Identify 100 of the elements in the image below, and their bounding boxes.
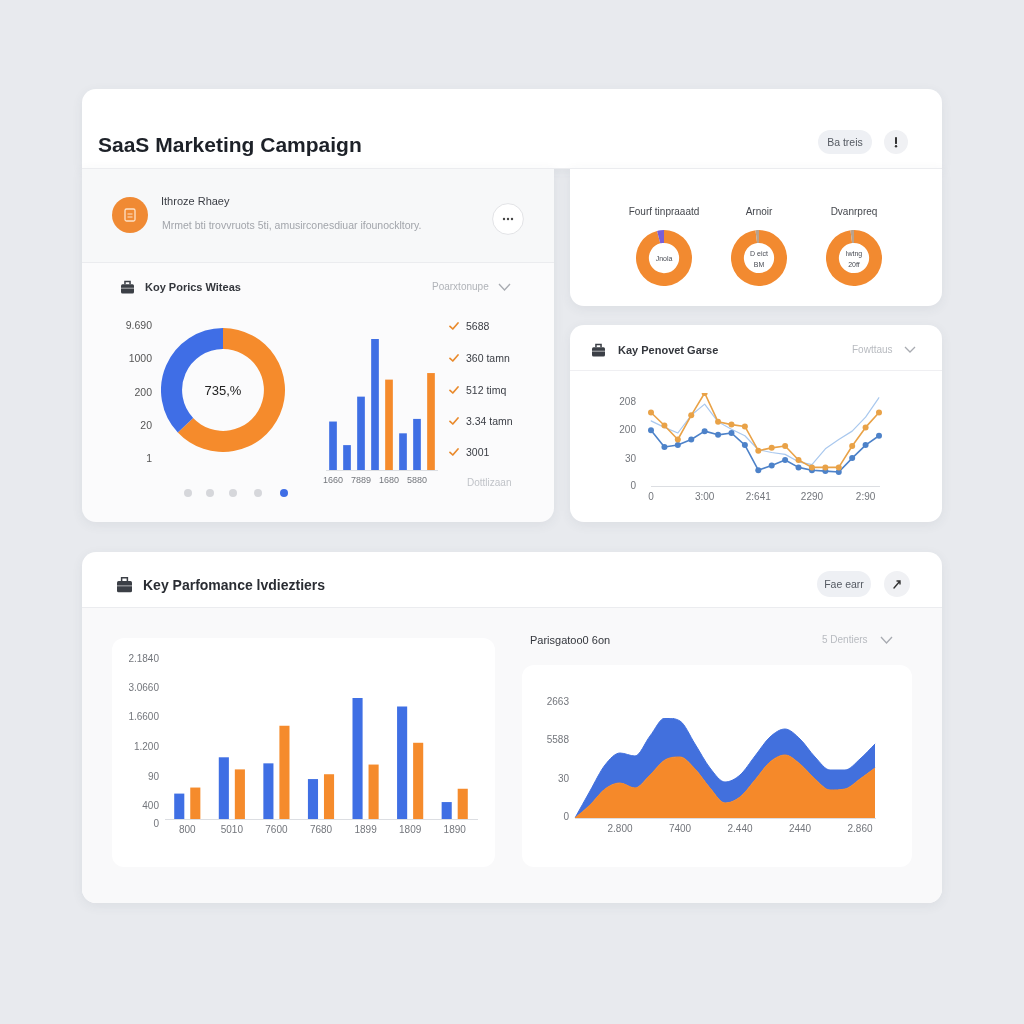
text: 5688	[466, 319, 490, 332]
point	[835, 469, 842, 476]
text: 5 Dentiers	[822, 634, 868, 645]
point	[876, 432, 882, 439]
text: 30	[557, 772, 569, 784]
text: 2.1840	[128, 653, 159, 664]
point	[862, 424, 869, 431]
text: 1000	[128, 351, 152, 364]
point	[755, 467, 762, 474]
point	[674, 436, 681, 443]
bar	[399, 433, 407, 470]
bar	[343, 445, 351, 470]
x-tick-label: 2.800	[607, 822, 633, 834]
text: Fowttaus	[852, 344, 893, 355]
text: 5588	[546, 734, 569, 745]
bar	[441, 802, 452, 819]
point	[822, 464, 829, 471]
text: 208	[619, 396, 636, 407]
text: 20	[140, 418, 152, 431]
text: 30	[624, 452, 636, 464]
text: Poarxtonupe	[432, 281, 489, 292]
point	[835, 464, 842, 471]
point	[795, 456, 802, 463]
x-tick-label: 2440	[788, 822, 812, 834]
bar	[397, 706, 408, 819]
point	[862, 442, 869, 449]
point	[768, 444, 775, 451]
x-tick-label: 1899	[354, 823, 378, 835]
x-tick-label: 0	[648, 490, 655, 502]
text: Mrmet bti trovvruots 5ti, amusirconesdiuar ifounockltory.	[162, 218, 422, 231]
text: 3.0660	[128, 682, 159, 693]
x-tick-label: 2:641	[745, 490, 772, 502]
bar	[457, 788, 468, 819]
x-tick-label: 2:90	[855, 490, 876, 502]
text: 0	[563, 810, 569, 822]
chart-title: Fourf tinpraaatd	[628, 206, 700, 217]
bar	[174, 793, 185, 819]
text: 9.690	[125, 318, 152, 331]
x-tick-label: 800	[178, 823, 197, 835]
text: 1.6600	[128, 711, 159, 722]
x-tick-label: 1890	[443, 823, 467, 835]
text: 400	[142, 800, 159, 811]
chart-title: Arnoir	[745, 206, 773, 217]
point	[701, 428, 708, 435]
point	[715, 418, 722, 425]
chart-title: Kay Penovet Garse	[618, 343, 719, 356]
text: 360 tamn	[466, 351, 510, 364]
point	[728, 429, 735, 436]
text: 735,%	[204, 382, 242, 398]
bar	[323, 774, 335, 819]
point	[849, 443, 856, 450]
text: 512 timq	[466, 383, 507, 396]
x-tick-label: 5880	[406, 474, 428, 485]
x-tick-label: 1680	[378, 474, 400, 485]
point	[741, 423, 748, 430]
point	[661, 422, 668, 429]
x-tick-label: 7600	[265, 823, 288, 835]
text: 2663	[546, 696, 569, 708]
bar	[352, 698, 363, 819]
bar	[368, 764, 379, 819]
bar	[307, 779, 319, 819]
point	[782, 456, 789, 463]
x-tick-label: 7400	[668, 822, 692, 834]
text: 3.34 tamn	[466, 414, 513, 427]
pill-button: Ba treis	[818, 130, 872, 154]
x-tick-label: 2290	[800, 490, 824, 502]
chart-title: Dvanrpreq	[830, 206, 878, 217]
bar	[263, 763, 274, 819]
bar	[218, 757, 229, 819]
point	[849, 455, 856, 462]
bar	[413, 418, 421, 470]
text: Ithroze Rhaey	[161, 194, 230, 207]
point	[768, 462, 775, 469]
text: 1	[146, 451, 152, 464]
x-tick-label: 2.860	[847, 822, 873, 834]
point	[728, 421, 735, 428]
point	[715, 431, 722, 438]
point	[795, 464, 802, 471]
point	[648, 409, 654, 416]
text: 200	[619, 424, 636, 435]
bar	[413, 742, 424, 819]
point	[741, 442, 748, 449]
x-tick-label: 1660	[323, 474, 344, 485]
point	[688, 436, 695, 443]
point	[755, 447, 762, 454]
bar	[190, 787, 201, 819]
text: 3001	[466, 445, 490, 458]
point	[688, 412, 695, 419]
bar	[427, 373, 435, 470]
x-tick-label: 3:00	[694, 490, 715, 502]
point	[782, 443, 789, 450]
chart-title: Koy Porics Witeas	[145, 280, 241, 293]
x-tick-label: 2.440	[727, 822, 753, 834]
x-tick-label: 7680	[309, 823, 333, 835]
bar	[385, 379, 393, 470]
point	[674, 442, 681, 449]
bar	[329, 421, 337, 470]
text: Dottlizaan	[467, 477, 512, 488]
text: 90	[147, 771, 159, 782]
bar	[234, 769, 245, 819]
